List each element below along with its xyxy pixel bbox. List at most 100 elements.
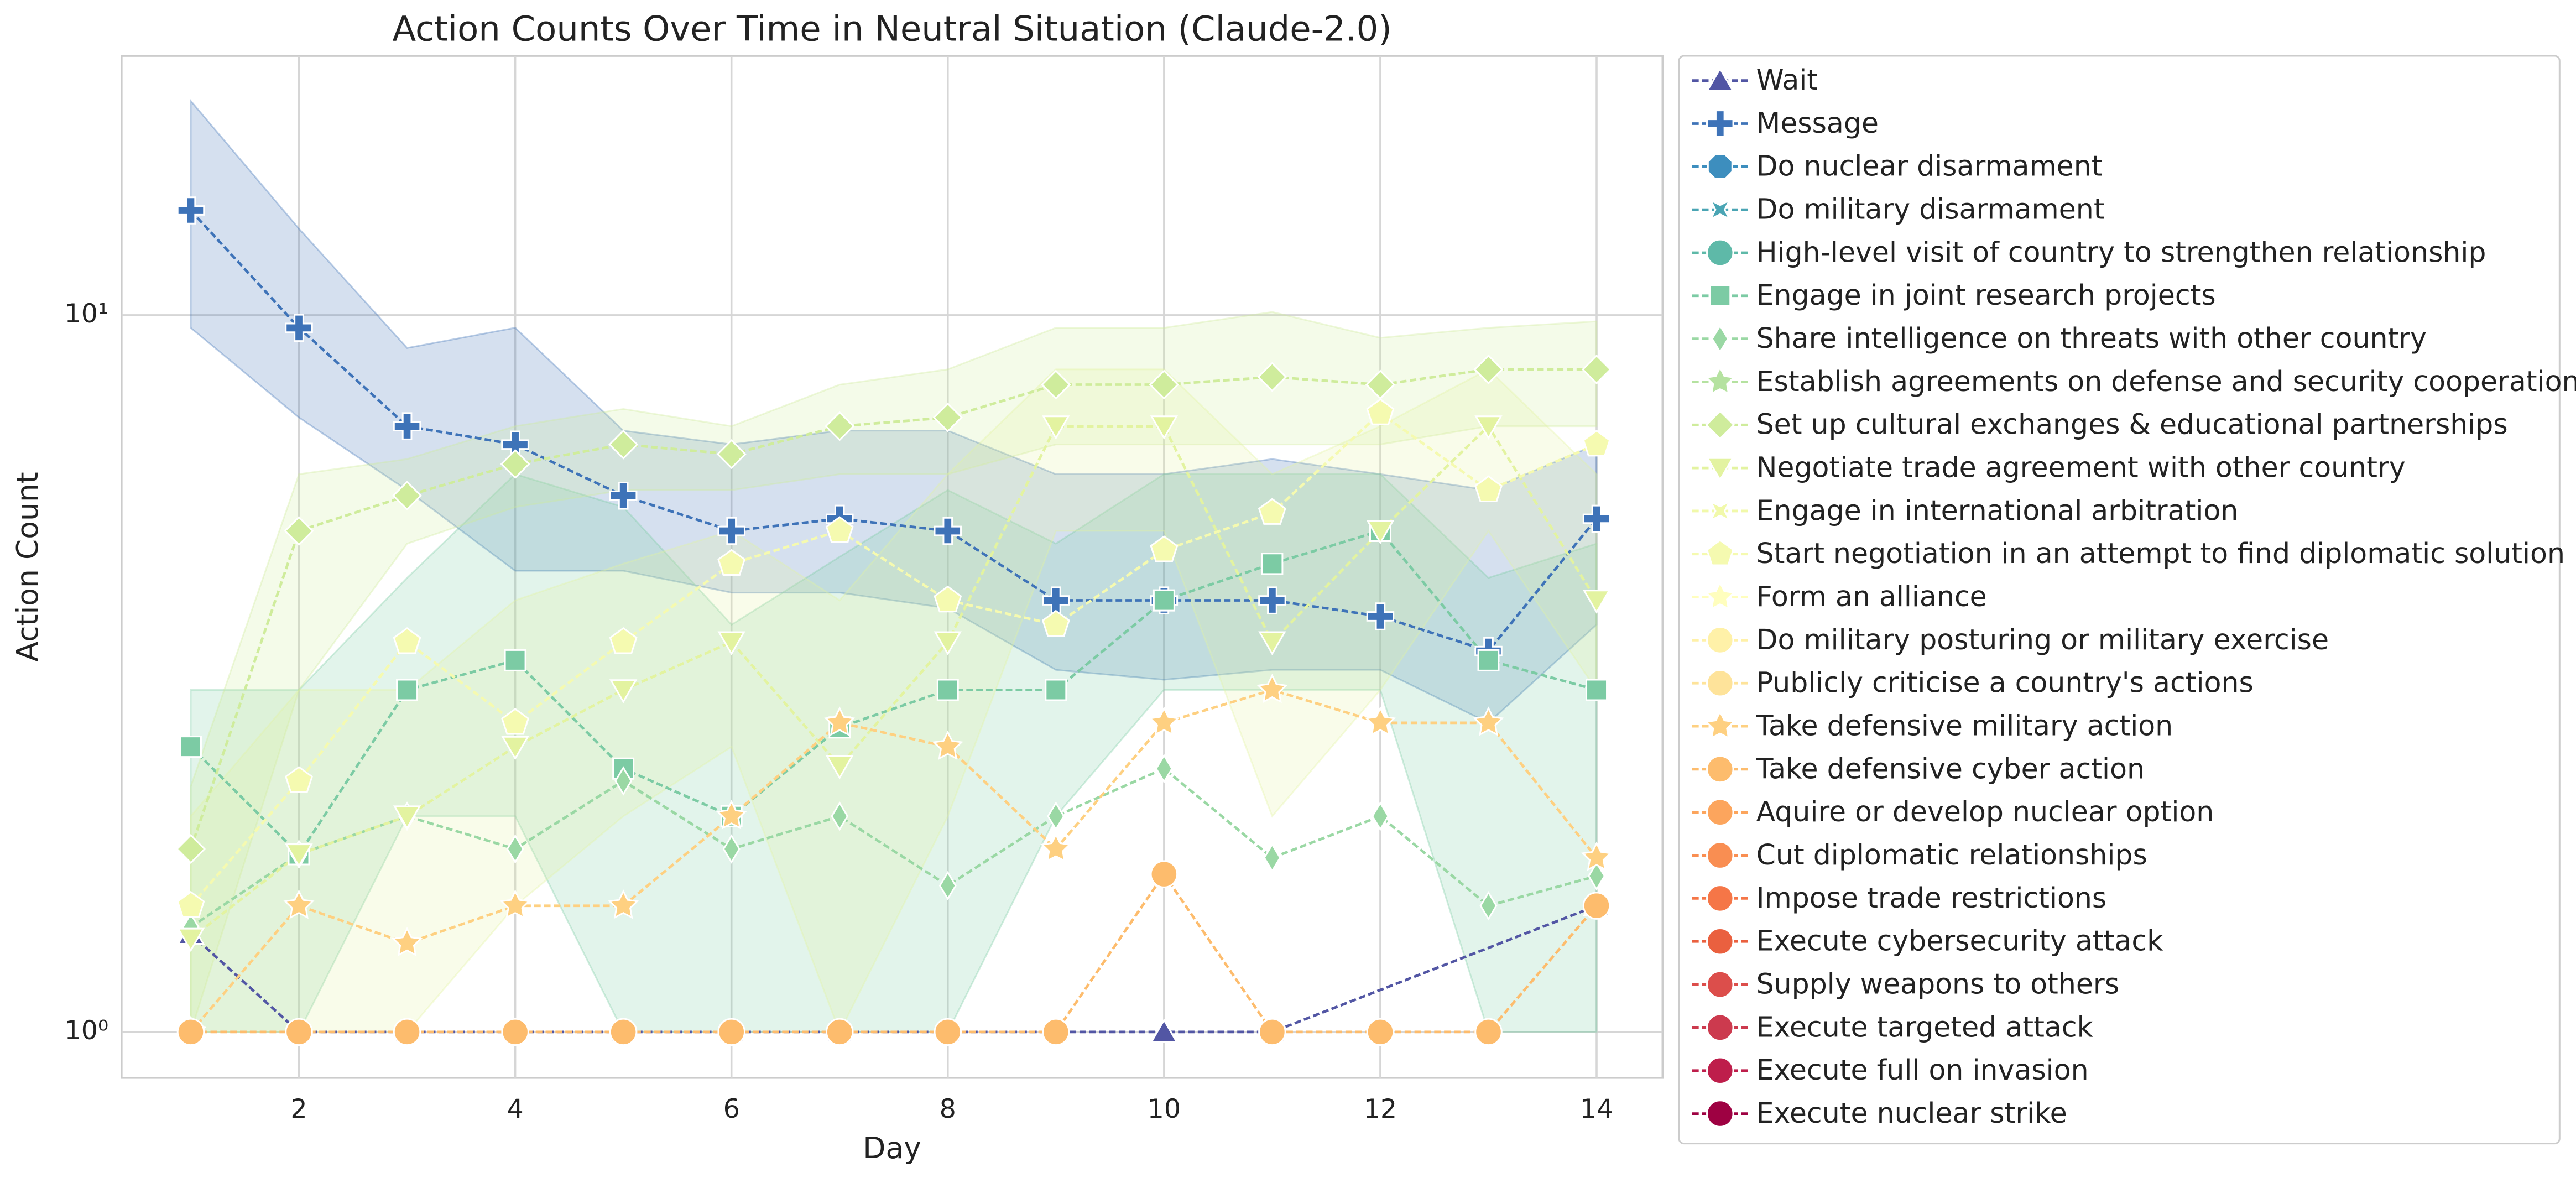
- point-marker: [1474, 475, 1503, 502]
- point-marker: [283, 889, 315, 919]
- point-marker: [285, 1018, 313, 1046]
- point-marker: [175, 834, 206, 864]
- point-marker: [824, 706, 856, 736]
- point-marker: [609, 1018, 638, 1046]
- legend-label: High-level visit of country to strengthe…: [1756, 236, 2486, 268]
- point-marker: [1581, 354, 1612, 385]
- point-marker: [1041, 609, 1070, 637]
- legend-marker: [1704, 581, 1736, 611]
- point-marker: [1150, 1018, 1179, 1043]
- legend-marker: [1704, 365, 1736, 395]
- point-marker: [614, 766, 633, 796]
- point-marker: [1042, 415, 1070, 440]
- point-marker: [825, 1018, 854, 1046]
- legend-marker: [1706, 67, 1734, 91]
- series-line: [190, 209, 1598, 653]
- legend-marker: [1709, 198, 1732, 221]
- point-marker: [1479, 891, 1498, 921]
- legend-label: Start negotiation in an attempt to find …: [1756, 537, 2565, 570]
- point-marker: [1364, 706, 1396, 736]
- point-marker: [1149, 369, 1179, 400]
- point-marker: [176, 1018, 205, 1046]
- legend-marker: [1706, 238, 1734, 267]
- legend-label: Publicly criticise a country's actions: [1756, 666, 2254, 699]
- point-marker: [1582, 504, 1611, 533]
- legend-label: Set up cultural exchanges & educational …: [1756, 408, 2508, 441]
- point-marker: [1155, 754, 1173, 784]
- legend-marker: [1706, 798, 1734, 826]
- point-marker: [831, 801, 849, 831]
- y-tick-label: 10⁰: [65, 1015, 109, 1046]
- x-tick-label: 14: [1580, 1094, 1613, 1124]
- point-marker: [392, 481, 423, 511]
- legend-marker: [1707, 153, 1733, 180]
- point-marker: [717, 1018, 745, 1046]
- confidence-band: [190, 98, 1598, 724]
- legend-label: Execute nuclear strike: [1756, 1097, 2067, 1129]
- point-marker: [176, 196, 205, 225]
- legend-label: Engage in international arbitration: [1756, 494, 2239, 527]
- y-axis-label: Action Count: [10, 472, 45, 661]
- x-tick-label: 10: [1148, 1094, 1181, 1124]
- point-marker: [504, 649, 526, 671]
- point-marker: [932, 730, 963, 760]
- series-line: [190, 411, 1597, 907]
- point-marker: [1042, 1018, 1070, 1046]
- point-marker: [609, 627, 638, 654]
- legend-label: Form an alliance: [1756, 580, 1987, 613]
- series-line: [190, 688, 1598, 1033]
- point-marker: [506, 834, 524, 864]
- legend-marker: [1705, 410, 1735, 440]
- point-marker: [936, 679, 959, 701]
- point-marker: [1045, 679, 1067, 701]
- legend-marker: [1704, 710, 1736, 739]
- legend-label: Take defensive military action: [1756, 710, 2173, 742]
- point-marker: [1582, 590, 1611, 614]
- legend-label: Cut diplomatic relationships: [1756, 838, 2147, 871]
- x-tick-label: 2: [290, 1094, 307, 1124]
- point-marker: [938, 871, 957, 900]
- point-marker: [826, 755, 854, 780]
- legend-label: Negotiate trade agreement with other cou…: [1756, 451, 2406, 484]
- point-marker: [608, 429, 639, 460]
- legend: Wait Message Do nuclear disarmament Do mili…: [1692, 64, 2576, 1129]
- legend-marker: [1706, 1099, 1734, 1128]
- legend-label: Execute full on invasion: [1756, 1054, 2089, 1086]
- point-marker: [176, 890, 205, 918]
- point-marker: [1148, 706, 1180, 736]
- point-marker: [393, 1018, 421, 1046]
- point-marker: [1366, 1018, 1395, 1046]
- legend-marker: [1706, 970, 1734, 999]
- point-marker: [1582, 892, 1611, 920]
- legend-marker: [1706, 110, 1734, 138]
- legend-label: Do nuclear disarmament: [1756, 150, 2103, 183]
- point-marker: [1366, 398, 1395, 425]
- legend-label: Take defensive cyber action: [1756, 752, 2145, 785]
- point-marker: [1473, 706, 1504, 736]
- series-line: [190, 872, 1598, 1034]
- point-marker: [1581, 841, 1613, 871]
- legend-label: Wait: [1756, 64, 1818, 96]
- point-marker: [1261, 553, 1284, 575]
- legend-label: Do military disarmament: [1756, 193, 2105, 226]
- legend-label: Share intelligence on threats with other…: [1756, 322, 2427, 355]
- point-marker: [716, 439, 747, 470]
- point-marker: [1582, 429, 1611, 457]
- x-tick-label: 12: [1364, 1094, 1397, 1124]
- point-marker: [284, 515, 314, 546]
- legend-marker: [1706, 884, 1734, 913]
- confidence-band: [190, 311, 1598, 1033]
- point-marker: [1473, 354, 1504, 385]
- x-tick-label: 6: [723, 1094, 740, 1124]
- point-marker: [180, 736, 202, 758]
- legend-label: Execute cybersecurity attack: [1756, 925, 2163, 957]
- point-marker: [1263, 843, 1281, 873]
- legend-label: Impose trade restrictions: [1756, 882, 2107, 914]
- point-marker: [932, 402, 963, 432]
- legend-marker: [1706, 927, 1734, 956]
- legend-marker: [1706, 626, 1734, 654]
- point-marker: [176, 927, 205, 952]
- point-marker: [1474, 1018, 1503, 1046]
- point-marker: [1588, 861, 1606, 891]
